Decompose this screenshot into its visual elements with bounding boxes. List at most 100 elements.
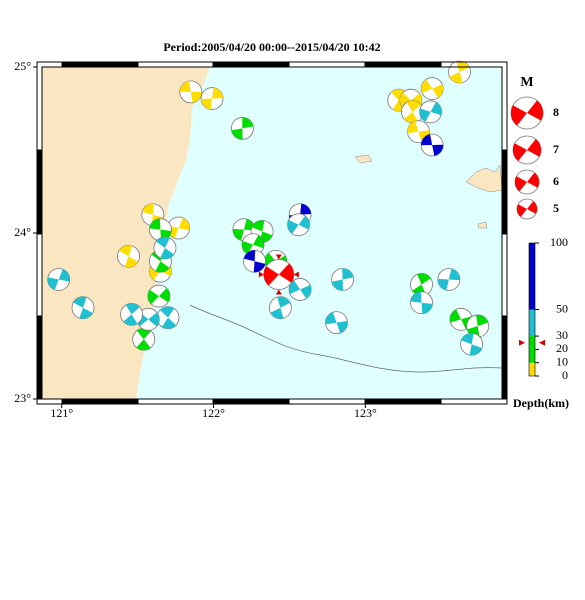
beachball-quadrant — [142, 203, 154, 215]
beachball-quadrant — [399, 92, 411, 107]
depth-marker — [519, 339, 545, 346]
x-tick-label: 123° — [354, 406, 377, 420]
beachball-quadrant — [47, 277, 59, 290]
title: Period:2005/04/20 00:00--2015/04/20 10:4… — [163, 40, 380, 54]
beachball-quadrant — [156, 236, 170, 248]
beachball-quadrant — [527, 172, 539, 188]
event — [448, 60, 471, 84]
beachball-quadrant — [278, 263, 294, 283]
beachball-quadrant — [287, 219, 299, 234]
event — [420, 77, 444, 100]
beachball-quadrant — [331, 279, 343, 291]
event — [401, 100, 424, 124]
beachball-quadrant — [243, 250, 256, 262]
event — [200, 87, 224, 110]
beachball-quadrant — [527, 201, 538, 214]
x-tick-label: 121° — [50, 406, 73, 420]
island — [477, 221, 488, 229]
beachball-quadrant — [325, 312, 337, 325]
y-tick-label: 25° — [14, 59, 31, 73]
beachball-quadrant — [432, 84, 444, 98]
beachball-quadrant — [476, 314, 489, 326]
beachball-quadrant — [242, 117, 254, 129]
beachball-quadrant — [160, 306, 175, 318]
event — [117, 244, 140, 268]
beachball-quadrant — [263, 266, 279, 286]
beachball-quadrant — [160, 247, 174, 259]
beachball-quadrant — [73, 296, 87, 308]
beachball-quadrant — [212, 87, 224, 99]
beachball-quadrant — [430, 102, 442, 116]
event-marker — [258, 271, 264, 278]
beachball-quadrant — [232, 228, 244, 241]
event — [407, 120, 430, 144]
beachball-quadrant — [155, 261, 170, 273]
beachball-quadrant — [253, 261, 266, 273]
beachball-quadrant — [149, 266, 161, 280]
island — [465, 164, 503, 193]
beachball-quadrant — [456, 60, 470, 72]
event — [153, 236, 177, 260]
legend-title: M — [520, 75, 533, 90]
legend-label: 8 — [553, 105, 559, 119]
beachball-quadrant — [511, 105, 527, 126]
beachball-quadrant — [527, 139, 541, 157]
beachball-quadrant — [421, 79, 433, 93]
beachball-quadrant — [342, 268, 354, 280]
beachball-quadrant — [201, 98, 213, 110]
x-tick-label: 122° — [202, 406, 225, 420]
event — [147, 284, 171, 308]
beachball-quadrant — [417, 273, 431, 285]
beachball-quadrant — [418, 130, 430, 143]
event — [410, 273, 433, 296]
beachball-quadrant — [149, 218, 161, 230]
depth-tick-label: 50 — [556, 301, 568, 315]
event — [149, 218, 172, 242]
beachball-quadrant — [336, 320, 348, 334]
legend-label: 7 — [553, 142, 559, 156]
event — [120, 302, 143, 326]
beachball-quadrant — [406, 100, 421, 112]
beachball-quadrant — [419, 108, 431, 122]
depth-label: Depth(km) — [513, 396, 569, 410]
beachball-quadrant — [179, 81, 191, 92]
beachball-quadrant — [432, 144, 444, 156]
legend-label: 6 — [553, 174, 559, 188]
beachball-quadrant — [79, 307, 93, 319]
beachball-quadrant — [123, 314, 138, 326]
frame — [36, 61, 508, 405]
depth-tick-label: 100 — [550, 235, 568, 249]
event — [410, 291, 433, 315]
event — [71, 296, 95, 320]
beachball-quadrant — [124, 256, 139, 268]
beachball-quadrant — [437, 278, 449, 291]
beachball-quadrant — [253, 235, 265, 249]
beachball-quadrant — [300, 203, 312, 215]
beachball-quadrant — [390, 89, 406, 101]
beachball-quadrant — [277, 296, 291, 308]
beachball-quadrant — [118, 245, 133, 257]
beachball-quadrant — [300, 284, 312, 299]
bathymetry-line — [189, 304, 503, 373]
beachball-quadrant — [469, 344, 482, 356]
legend-label: 5 — [553, 201, 559, 215]
beachball-quadrant — [147, 289, 159, 304]
y-tick-label: 24° — [14, 225, 31, 239]
depth-tick-label: 30 — [556, 328, 568, 342]
beachball-quadrant — [125, 303, 140, 315]
beachball-quadrant — [407, 121, 419, 134]
beachball-quadrant — [58, 269, 70, 282]
beachball-quadrant — [136, 328, 152, 340]
event — [460, 332, 484, 356]
event — [331, 268, 354, 291]
event — [47, 268, 71, 291]
beachball-quadrant — [270, 307, 284, 319]
beachball-quadrant — [178, 217, 190, 231]
y-tick-label: 23° — [14, 391, 31, 405]
event-marker — [293, 271, 299, 278]
event — [156, 306, 180, 330]
beachball-quadrant — [264, 252, 276, 267]
beachball-quadrant — [449, 71, 463, 83]
